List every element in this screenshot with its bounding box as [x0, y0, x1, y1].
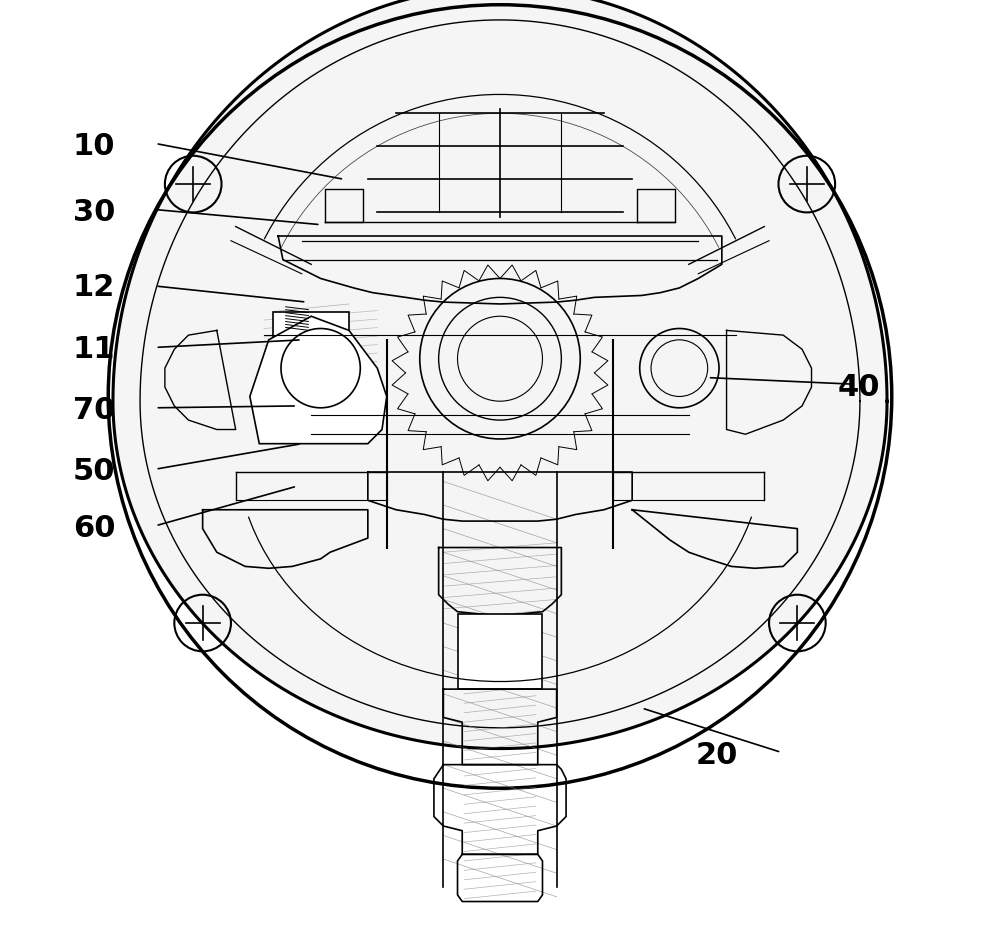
- Text: 10: 10: [73, 132, 115, 160]
- Text: 50: 50: [73, 458, 115, 486]
- Text: 11: 11: [73, 335, 115, 363]
- Text: 30: 30: [73, 198, 115, 227]
- Text: 20: 20: [696, 741, 738, 769]
- Text: 60: 60: [73, 514, 115, 543]
- Text: 70: 70: [73, 396, 115, 425]
- Polygon shape: [113, 0, 887, 749]
- Text: 40: 40: [837, 373, 880, 401]
- Polygon shape: [458, 614, 542, 689]
- Text: 12: 12: [73, 274, 115, 302]
- Polygon shape: [273, 312, 349, 406]
- Polygon shape: [250, 316, 387, 444]
